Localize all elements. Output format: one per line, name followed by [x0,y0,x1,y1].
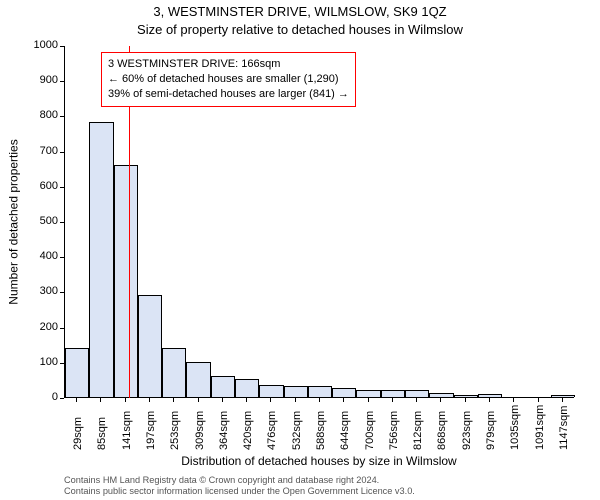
y-tick-mark [60,363,64,364]
x-tick-label: 364sqm [218,411,230,450]
annotation-box: 3 WESTMINSTER DRIVE: 166sqm← 60% of deta… [101,52,356,107]
x-tick-mark [270,398,271,402]
histogram-bar [405,390,429,397]
histogram-bar [332,388,356,397]
x-tick-label: 1035sqm [509,405,521,450]
x-tick-label: 197sqm [145,411,157,450]
histogram-bar [429,393,453,397]
x-tick-mark [368,398,369,402]
x-tick-mark [343,398,344,402]
x-tick-mark [125,398,126,402]
x-tick-label: 1091sqm [534,405,546,450]
x-tick-label: 923sqm [461,411,473,450]
y-tick-mark [60,222,64,223]
histogram-bar [478,394,502,397]
y-tick-label: 600 [26,180,58,192]
y-tick-mark [60,46,64,47]
y-tick-label: 400 [26,250,58,262]
x-tick-label: 756sqm [388,411,400,450]
x-tick-label: 420sqm [242,411,254,450]
x-tick-label: 85sqm [96,417,108,450]
histogram-bar [551,395,575,397]
histogram-bar [211,376,235,397]
y-tick-label: 200 [26,321,58,333]
x-tick-label: 644sqm [339,411,351,450]
x-tick-mark [246,398,247,402]
footer-line2: Contains public sector information licen… [64,486,574,497]
x-tick-mark [392,398,393,402]
y-tick-label: 500 [26,215,58,227]
x-tick-mark [489,398,490,402]
x-tick-label: 141sqm [121,411,133,450]
chart-title-address: 3, WESTMINSTER DRIVE, WILMSLOW, SK9 1QZ [0,4,600,19]
y-tick-label: 300 [26,285,58,297]
histogram-bar [65,348,89,397]
y-tick-mark [60,187,64,188]
y-tick-label: 100 [26,356,58,368]
x-tick-mark [465,398,466,402]
y-tick-mark [60,81,64,82]
x-tick-label: 979sqm [485,411,497,450]
histogram-bar [114,165,138,397]
x-tick-mark [198,398,199,402]
y-tick-mark [60,116,64,117]
y-tick-mark [60,257,64,258]
y-tick-mark [60,328,64,329]
x-tick-label: 532sqm [291,411,303,450]
annotation-line: 39% of semi-detached houses are larger (… [108,87,349,102]
histogram-bar [308,386,332,397]
x-tick-mark [513,398,514,402]
annotation-line: ← 60% of detached houses are smaller (1,… [108,72,349,87]
x-tick-mark [562,398,563,402]
x-tick-mark [538,398,539,402]
histogram-bar [356,390,380,397]
y-tick-label: 700 [26,145,58,157]
x-tick-mark [295,398,296,402]
histogram-bar [284,386,308,397]
x-axis-label: Distribution of detached houses by size … [64,454,574,468]
x-tick-mark [416,398,417,402]
annotation-line: 3 WESTMINSTER DRIVE: 166sqm [108,57,349,72]
y-axis-label: Number of detached properties [6,46,22,398]
x-tick-label: 29sqm [72,417,84,450]
histogram-bar [162,348,186,397]
y-tick-label: 0 [26,391,58,403]
y-tick-label: 900 [26,74,58,86]
x-tick-label: 868sqm [436,411,448,450]
y-tick-label: 800 [26,109,58,121]
footer-attribution: Contains HM Land Registry data © Crown c… [64,475,574,497]
chart-title-subtitle: Size of property relative to detached ho… [0,22,600,37]
histogram-bar [89,122,113,397]
x-tick-label: 812sqm [412,411,424,450]
y-tick-mark [60,398,64,399]
x-tick-label: 1147sqm [558,406,570,450]
x-tick-mark [319,398,320,402]
histogram-bar [235,379,259,397]
x-tick-mark [100,398,101,402]
x-tick-mark [76,398,77,402]
x-tick-label: 309sqm [194,411,206,450]
y-tick-mark [60,152,64,153]
histogram-bar [138,295,162,397]
x-tick-mark [440,398,441,402]
x-tick-label: 476sqm [266,411,278,450]
chart-plot-area: 3 WESTMINSTER DRIVE: 166sqm← 60% of deta… [64,46,574,398]
x-tick-label: 700sqm [364,411,376,450]
histogram-bar [381,390,405,397]
footer-line1: Contains HM Land Registry data © Crown c… [64,475,574,486]
histogram-bar [259,385,283,397]
x-tick-mark [222,398,223,402]
y-tick-mark [60,292,64,293]
x-tick-label: 253sqm [169,411,181,450]
x-tick-label: 588sqm [315,411,327,450]
histogram-bar [454,395,478,397]
y-tick-label: 1000 [26,39,58,51]
x-tick-mark [173,398,174,402]
histogram-bar [186,362,210,397]
x-tick-mark [149,398,150,402]
